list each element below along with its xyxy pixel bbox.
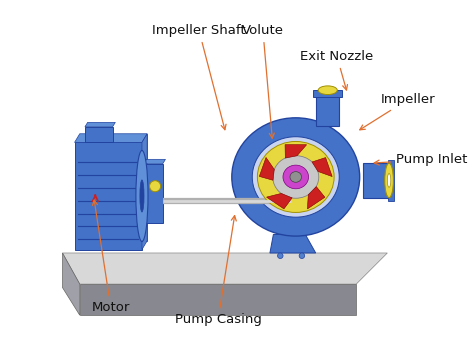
Polygon shape [80,284,356,315]
Ellipse shape [290,172,301,182]
Text: Exit Nozzle: Exit Nozzle [300,50,374,90]
Ellipse shape [257,142,334,212]
Text: Volute: Volute [242,24,284,138]
Text: Impeller Shaft: Impeller Shaft [152,24,246,130]
Polygon shape [308,187,325,209]
Polygon shape [285,145,307,158]
Polygon shape [80,134,147,241]
FancyBboxPatch shape [313,90,342,97]
Ellipse shape [252,137,339,217]
Circle shape [150,181,161,192]
Polygon shape [142,134,147,249]
Polygon shape [144,159,165,164]
Polygon shape [259,158,274,180]
Text: Motor: Motor [91,200,130,314]
Polygon shape [266,193,292,209]
Circle shape [277,253,283,259]
Polygon shape [144,164,163,223]
Ellipse shape [140,180,144,212]
FancyBboxPatch shape [388,160,394,201]
Circle shape [299,253,305,259]
FancyBboxPatch shape [317,93,339,126]
Polygon shape [85,122,115,127]
Polygon shape [63,253,80,315]
Ellipse shape [318,86,337,94]
Polygon shape [270,235,316,253]
Text: Pump Casing: Pump Casing [174,215,262,327]
FancyBboxPatch shape [85,127,113,142]
Ellipse shape [232,118,360,236]
Ellipse shape [385,163,393,198]
Ellipse shape [273,156,319,198]
Ellipse shape [387,174,391,187]
Text: Impeller: Impeller [360,93,435,130]
Polygon shape [63,253,387,284]
Ellipse shape [136,151,148,242]
Polygon shape [312,158,332,177]
FancyBboxPatch shape [363,163,389,198]
Ellipse shape [283,165,309,189]
Text: Pump Inlet: Pump Inlet [374,153,467,166]
Polygon shape [74,142,142,249]
Polygon shape [74,134,147,142]
